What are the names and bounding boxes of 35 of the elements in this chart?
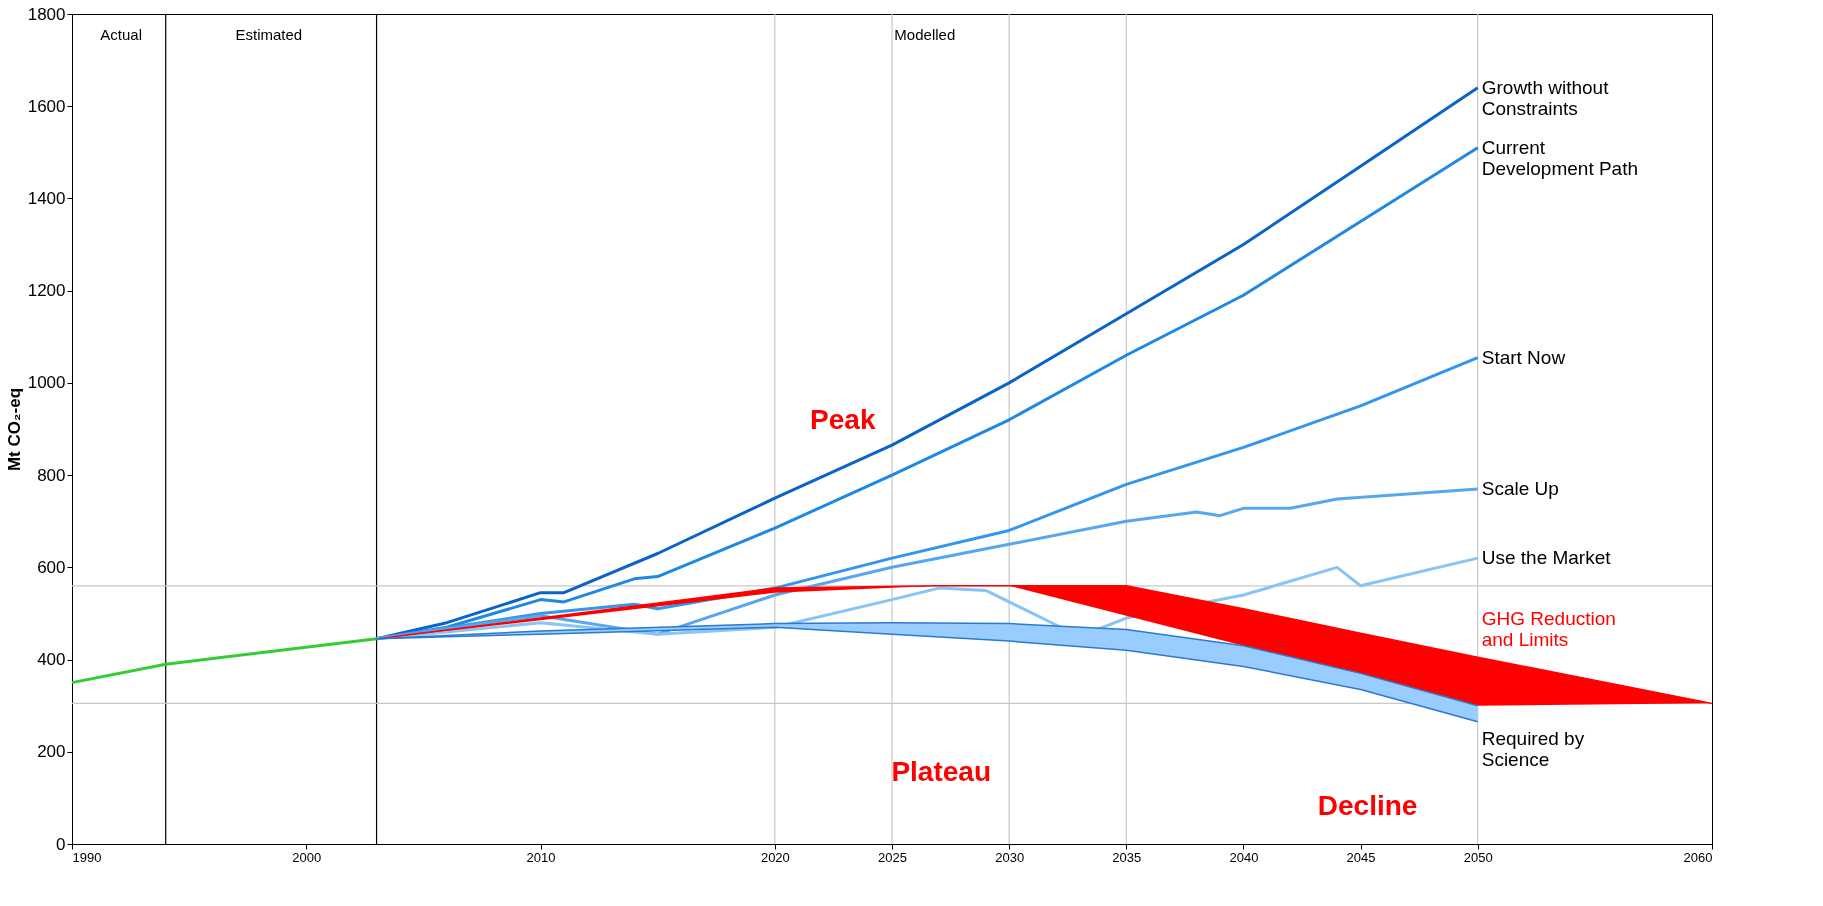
y-tick-label: 1400	[27, 188, 66, 208]
series-label: Current Development Path	[1481, 136, 1639, 179]
y-tick-label: 0	[56, 834, 66, 854]
x-tick-label: 2000	[292, 849, 322, 865]
x-tick-label: 2060	[1683, 849, 1713, 865]
x-tick-label: 1990	[72, 849, 102, 865]
annotation: Peak	[810, 403, 876, 435]
annotation: Plateau	[891, 756, 991, 788]
y-tick-label: 400	[37, 650, 66, 670]
x-tick-label: 2045	[1346, 849, 1376, 865]
y-tick-label: 1000	[27, 373, 66, 393]
series-label: Growth without Constraints	[1481, 76, 1610, 119]
x-tick-label: 2010	[526, 849, 556, 865]
x-tick-label: 2025	[878, 849, 907, 865]
annotation: Modelled	[894, 25, 956, 43]
y-tick-label: 1600	[27, 96, 66, 116]
y-axis-title: Mt CO₂-eq	[4, 387, 24, 472]
x-tick-label: 2020	[760, 849, 790, 865]
series-label: Required by Science	[1481, 727, 1585, 770]
annotation: Estimated	[235, 25, 303, 43]
x-tick-label: 2040	[1229, 849, 1259, 865]
y-tick-label: 800	[37, 465, 66, 485]
annotation: Decline	[1317, 789, 1418, 821]
series-label: GHG Reduction and Limits	[1481, 608, 1616, 651]
x-tick-label: 2035	[1112, 849, 1142, 865]
x-tick-label: 2030	[995, 849, 1025, 865]
x-tick-label: 2050	[1463, 849, 1493, 865]
y-tick-label: 1800	[27, 4, 66, 24]
y-tick-label: 1200	[27, 281, 66, 301]
y-tick-label: 600	[37, 557, 66, 577]
y-tick-label: 200	[37, 742, 66, 762]
series-label: Start Now	[1481, 346, 1566, 368]
annotation: Actual	[100, 25, 143, 43]
series-label: Use the Market	[1481, 547, 1612, 569]
series-label: Scale Up	[1481, 477, 1559, 499]
